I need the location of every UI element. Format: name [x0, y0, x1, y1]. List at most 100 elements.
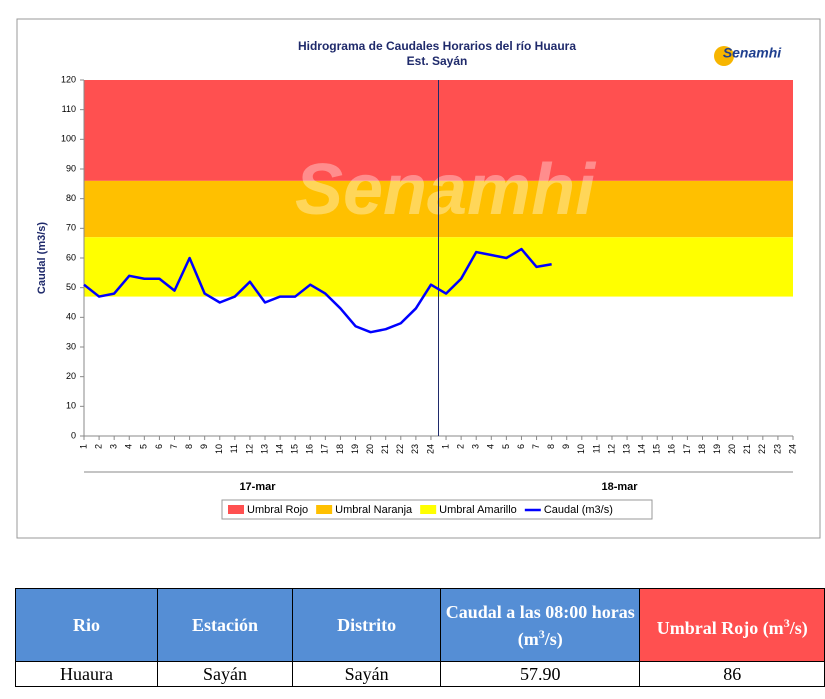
legend-label: Umbral Amarillo [439, 504, 517, 516]
x-tick-label: 13 [621, 444, 631, 454]
header-sup: 3 [538, 626, 545, 641]
logo-sun [714, 46, 734, 66]
y-tick-label: 100 [61, 134, 76, 144]
x-tick-label: 18 [697, 444, 707, 454]
x-tick-label: 21 [380, 444, 390, 454]
x-tick-label: 14 [637, 444, 647, 454]
header-row: Rio Estación Distrito Caudal a las 08:00 ho… [15, 588, 825, 662]
legend-swatch [420, 505, 437, 514]
x-tick-label: 7 [169, 444, 179, 449]
summary-table: Rio Estación Distrito Caudal a las 08:00 ho… [15, 588, 825, 687]
x-tick-label: 15 [652, 444, 662, 454]
y-tick-label: 10 [66, 401, 76, 411]
legend-label: Umbral Naranja [335, 504, 413, 516]
x-tick-label: 1 [78, 444, 88, 449]
x-tick-label: 23 [772, 444, 782, 454]
legend-label: Umbral Rojo [247, 504, 308, 516]
y-tick-label: 80 [66, 193, 76, 203]
x-tick-label: 2 [93, 444, 103, 449]
y-tick-label: 120 [61, 74, 76, 84]
x-tick-label: 5 [501, 444, 511, 449]
x-tick-label: 20 [727, 444, 737, 454]
chart-subtitle: Est. Sayán [407, 54, 468, 68]
header-tail: /s) [544, 628, 563, 649]
x-tick-label: 12 [244, 444, 254, 454]
x-tick-label: 19 [712, 444, 722, 454]
data-cell: 57.90 [440, 661, 641, 687]
data-cell: Sayán [156, 661, 294, 687]
legend-swatch [228, 505, 244, 514]
header-text: Caudal a las 08:00 horas (m [445, 601, 635, 649]
x-tick-label: 16 [305, 444, 315, 454]
chart-title: Hidrograma de Caudales Horarios del río … [298, 39, 576, 53]
data-row: Huaura Sayán Sayán 57.90 86 [15, 661, 825, 687]
x-tick-label: 8 [184, 444, 194, 449]
group-label: 17-mar [239, 481, 276, 493]
y-tick-label: 90 [66, 163, 76, 173]
header-cell: Caudal a las 08:00 horas (m3/s) [440, 588, 641, 662]
y-tick-label: 110 [62, 104, 76, 114]
header-sup: 3 [783, 615, 790, 630]
x-tick-label: 15 [290, 444, 300, 454]
data-cell: 86 [639, 661, 825, 687]
legend-swatch [316, 505, 333, 514]
x-tick-label: 7 [531, 444, 541, 449]
x-tick-label: 11 [591, 444, 601, 453]
x-tick-label: 17 [682, 444, 692, 454]
watermark: Senamhi [295, 150, 597, 230]
x-tick-label: 22 [757, 444, 767, 454]
header-text: Estación [192, 615, 259, 635]
x-tick-label: 6 [516, 444, 526, 449]
header-text: Rio [72, 615, 100, 635]
y-tick-label: 50 [66, 282, 76, 292]
x-tick-label: 3 [471, 444, 481, 449]
header-text: Umbral Rojo (m [656, 617, 784, 638]
legend-frame [221, 499, 653, 520]
legend: Umbral Rojo Umbral Naranja Umbral Amarillo… [221, 499, 653, 520]
y-tick-label: 30 [66, 341, 76, 351]
x-tick-label: 8 [546, 444, 556, 449]
x-tick-label: 13 [259, 444, 269, 454]
y-tick-label: 70 [66, 223, 76, 233]
x-tick-label: 20 [365, 444, 375, 454]
header-cell: Umbral Rojo (m3/s) [639, 588, 825, 662]
y-tick-label: 0 [71, 430, 76, 440]
x-tick-label: 4 [124, 444, 134, 449]
flow-line [83, 247, 552, 334]
header-cell: Rio [15, 588, 158, 662]
x-tick-label: 9 [199, 444, 209, 449]
x-tick-label: 14 [274, 444, 284, 454]
data-cell: Huaura [15, 661, 158, 687]
header-text: Distrito [337, 615, 397, 635]
y-axis-label: Caudal (m3/s) [36, 222, 48, 294]
x-tick-label: 18 [335, 444, 345, 454]
group-label: 18-mar [601, 481, 638, 493]
data-cell: Sayán [292, 661, 442, 687]
x-tick-label: 11 [229, 444, 239, 453]
x-tick-label: 24 [425, 444, 435, 454]
x-tick-label: 19 [350, 444, 360, 454]
x-tick-label: 10 [214, 444, 224, 454]
x-tick-label: 23 [410, 444, 420, 454]
header-tail: /s) [789, 617, 808, 638]
x-tick-label: 24 [787, 444, 797, 454]
y-tick-label: 20 [66, 371, 76, 381]
x-tick-label: 16 [667, 444, 677, 454]
x-tick-label: 17 [320, 444, 330, 454]
x-tick-label: 3 [109, 444, 119, 449]
x-tick-label: 10 [576, 444, 586, 454]
y-tick-label: 60 [66, 252, 76, 262]
x-tick-label: 1 [440, 444, 450, 449]
x-tick-label: 4 [486, 444, 496, 449]
x-tick-label: 6 [154, 444, 164, 449]
x-tick-label: 5 [139, 444, 149, 449]
logo: Senamhi [723, 45, 782, 61]
x-tick-label: 12 [606, 444, 616, 454]
header-cell: Distrito [292, 588, 442, 662]
x-tick-label: 21 [742, 444, 752, 454]
header-cell: Estación [156, 588, 294, 662]
x-tick-label: 2 [456, 444, 466, 449]
legend-label: Caudal (m3/s) [544, 504, 613, 516]
chart: Hidrograma de Caudales Horarios del río … [16, 18, 821, 539]
